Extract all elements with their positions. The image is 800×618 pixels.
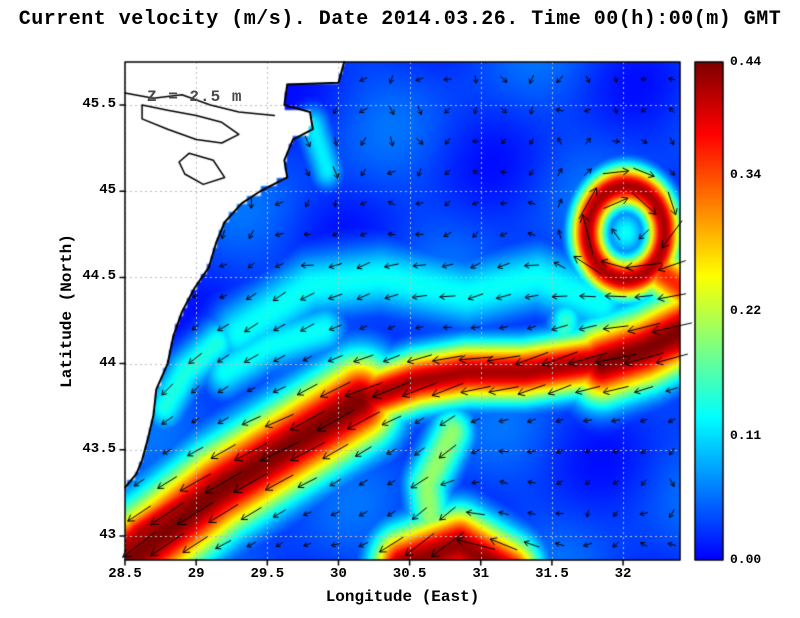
x-tick-label: 31 <box>472 566 490 582</box>
x-tick-label: 29 <box>187 566 205 582</box>
y-tick-label: 45 <box>99 182 116 199</box>
x-tick-label: 31.5 <box>535 566 569 582</box>
depth-annotation: Z = 2.5 m <box>147 88 243 106</box>
y-tick-label: 43 <box>99 526 116 543</box>
x-tick-label: 29.5 <box>250 566 285 582</box>
x-axis-label: Longitude (East) <box>325 588 480 606</box>
colorbar-tick-label: 0.44 <box>730 54 762 69</box>
x-tick-label: 30 <box>330 566 347 582</box>
y-tick-label: 45.5 <box>82 96 116 113</box>
x-tick-label: 32 <box>614 566 632 582</box>
y-tick-label: 44 <box>99 354 116 371</box>
x-tick-label: 30.5 <box>392 566 427 582</box>
x-tick-label: 28.5 <box>108 566 142 582</box>
y-tick-label: 43.5 <box>82 440 116 457</box>
figure-title: Current velocity (m/s). Date 2014.03.26.… <box>18 8 782 31</box>
y-axis-label: Latitude (North) <box>58 234 76 388</box>
colorbar-tick-label: 0.22 <box>730 303 762 318</box>
colorbar-tick-label: 0.00 <box>730 552 762 567</box>
y-tick-label: 44.5 <box>82 268 116 285</box>
colorbar-tick-label: 0.11 <box>730 427 762 443</box>
colorbar-tick-label: 0.34 <box>730 167 762 183</box>
